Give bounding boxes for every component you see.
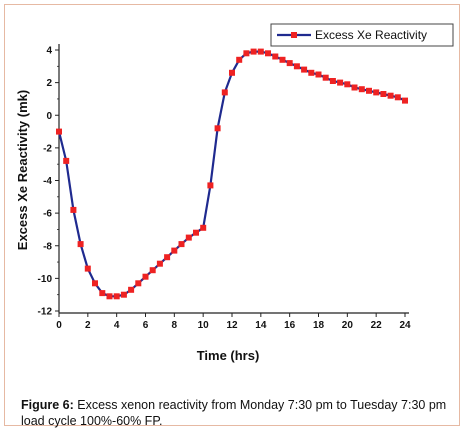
- x-tick-label: 22: [371, 320, 383, 331]
- data-point: [286, 60, 293, 67]
- x-tick-label: 18: [313, 320, 325, 331]
- data-point: [178, 241, 185, 248]
- line-chart: 0 2 4 6 8 10 12 14 16 18 20 22 24 420-2-4-6-8-10-12 …: [15, 23, 454, 363]
- chart-axes: [58, 44, 409, 314]
- data-point: [236, 56, 243, 63]
- legend-marker-swatch: [291, 32, 297, 38]
- x-tick-label: 0: [56, 320, 62, 331]
- y-tick-label: 2: [46, 78, 52, 89]
- legend-box: [270, 23, 454, 47]
- x-tick-label: 4: [114, 320, 120, 331]
- data-point: [207, 182, 214, 189]
- x-tick-label: 14: [255, 320, 267, 331]
- data-point: [279, 56, 286, 63]
- x-tick-label: 24: [399, 320, 411, 331]
- legend: Excess Xe Reactivity: [270, 23, 454, 47]
- data-point: [308, 69, 315, 76]
- data-point: [106, 293, 113, 300]
- series-markers: [56, 48, 408, 300]
- x-axis-title: Time (hrs): [197, 348, 260, 363]
- data-point: [70, 206, 77, 213]
- data-point: [257, 48, 264, 55]
- data-point: [171, 247, 178, 254]
- data-point: [329, 78, 336, 84]
- figure-caption: Figure 6: Excess xenon reactivity from M…: [21, 397, 451, 429]
- caption-label: Figure 6:: [21, 398, 74, 412]
- data-point: [92, 280, 98, 287]
- data-point: [358, 86, 365, 93]
- data-point: [84, 265, 91, 272]
- data-point: [63, 157, 70, 164]
- data-point: [315, 71, 322, 78]
- y-axis-ticks: 4 2 0 -2 -4 -6 -8 -10 -12: [38, 46, 59, 318]
- caption-text: Excess xenon reactivity from Monday 7:30…: [21, 398, 447, 428]
- y-tick-label: 0: [46, 111, 52, 122]
- data-point: [394, 94, 401, 101]
- data-point: [243, 50, 250, 57]
- data-point: [135, 280, 142, 287]
- data-point: [128, 286, 135, 293]
- data-point: [214, 125, 221, 132]
- data-point: [193, 229, 199, 236]
- data-point: [77, 241, 84, 248]
- y-tick-label: -12: [38, 307, 53, 318]
- data-point: [156, 260, 163, 267]
- data-point: [322, 74, 329, 81]
- x-tick-label: 8: [172, 320, 178, 331]
- y-tick-label: -6: [43, 209, 52, 220]
- data-point: [344, 81, 351, 88]
- legend-label: Excess Xe Reactivity: [315, 28, 427, 42]
- x-tick-label: 12: [226, 320, 238, 331]
- data-point: [250, 48, 257, 55]
- data-point: [113, 293, 120, 300]
- data-point: [221, 89, 228, 96]
- x-tick-label: 2: [85, 320, 91, 331]
- data-point: [185, 234, 192, 241]
- data-point: [293, 63, 300, 70]
- y-tick-label: -10: [38, 274, 53, 285]
- data-point: [142, 273, 149, 280]
- data-point: [402, 97, 408, 104]
- data-point: [337, 79, 344, 86]
- x-tick-label: 6: [143, 320, 149, 331]
- data-point: [351, 84, 358, 91]
- data-point: [120, 291, 127, 298]
- x-tick-label: 10: [198, 320, 210, 331]
- x-axis-ticks: 0 2 4 6 8 10 12 14 16 18 20 22 24: [56, 313, 411, 331]
- data-point: [366, 87, 372, 94]
- figure-frame: 0 2 4 6 8 10 12 14 16 18 20 22 24 4 2 0 -2 -4 -6 -8 -10 -12 …: [4, 4, 460, 429]
- data-point: [200, 224, 207, 231]
- y-axis-title: Excess Xe Reactivity (mk): [15, 90, 30, 250]
- y-tick-label: -4: [43, 176, 52, 187]
- data-point: [149, 267, 156, 274]
- data-point: [380, 91, 387, 97]
- x-tick-label: 20: [342, 320, 354, 331]
- data-point: [56, 128, 62, 135]
- y-tick-label: 4: [46, 46, 52, 57]
- x-tick-label: 16: [284, 320, 296, 331]
- data-point: [265, 50, 271, 57]
- data-point: [229, 69, 235, 76]
- data-point: [387, 92, 394, 99]
- data-point: [373, 89, 380, 96]
- data-point: [164, 254, 171, 261]
- data-point: [99, 290, 106, 297]
- data-point: [272, 53, 279, 60]
- y-tick-label: -2: [43, 143, 52, 154]
- y-tick-label: -8: [43, 241, 52, 252]
- data-point: [301, 66, 308, 73]
